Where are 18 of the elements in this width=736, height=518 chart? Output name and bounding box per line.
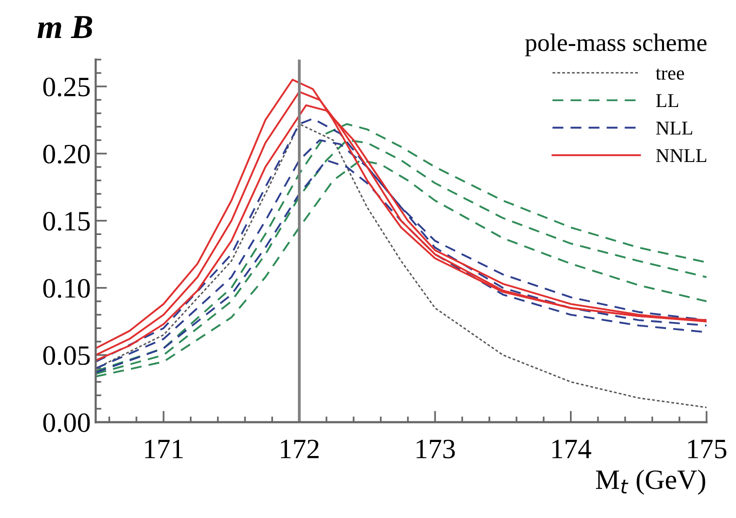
y-tick-label: 0.05 <box>43 346 90 366</box>
legend-title: pole-mass scheme <box>525 34 707 56</box>
legend-label: NLL <box>656 122 692 135</box>
y-tick-label: 0.00 <box>43 413 90 432</box>
y-axis-title: m B <box>38 16 92 38</box>
legend-label: tree <box>656 68 684 80</box>
y-tick-label: 0.20 <box>43 144 90 164</box>
x-tick-label: 171 <box>145 440 183 458</box>
y-tick-label: 0.25 <box>43 78 90 96</box>
x-axis-title: M$_{t}$ (GeV) <box>596 470 706 495</box>
x-tick-label: 172 <box>280 440 319 458</box>
x-tick-label: 173 <box>416 440 455 458</box>
y-tick-label: 0.10 <box>43 279 90 298</box>
x-tick-label: 175 <box>688 440 726 458</box>
y-tick-label: 0.15 <box>43 212 90 231</box>
x-tick-label: 174 <box>552 440 592 458</box>
legend-label: NNLL <box>656 149 706 162</box>
legend-label: LL <box>656 94 678 108</box>
